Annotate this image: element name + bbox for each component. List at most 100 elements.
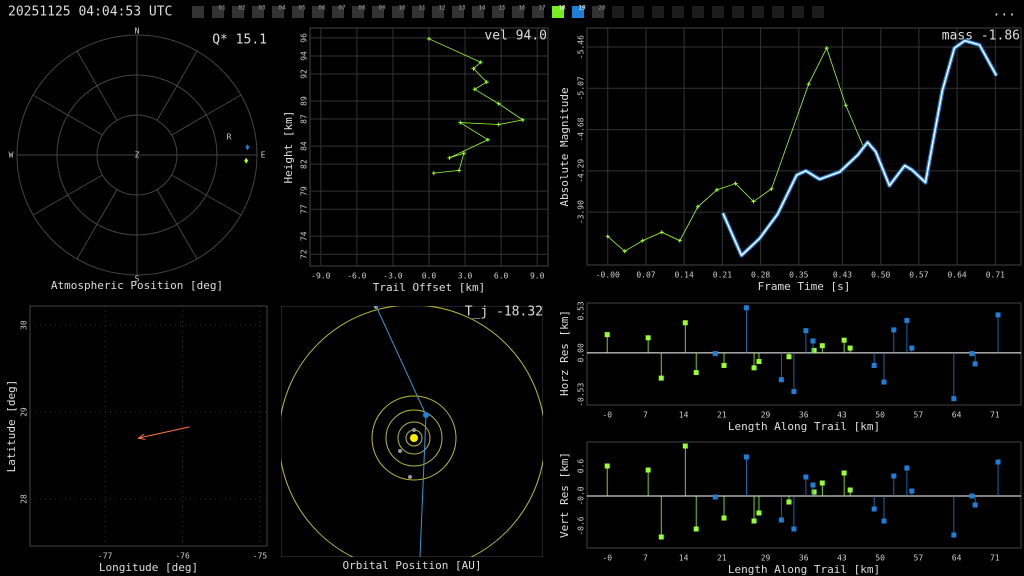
stem-marker	[756, 510, 762, 516]
y-tick-label: -4.29	[577, 159, 586, 183]
direction-arrow	[138, 426, 190, 439]
y-tick-label: 28	[20, 494, 29, 504]
x-tick-label: 6.0	[494, 272, 509, 281]
x-tick-label: 0.64	[947, 271, 966, 280]
y-tick-label: 0.53	[577, 301, 586, 320]
y-axis-title: Height [km]	[282, 111, 295, 184]
frame-box[interactable]	[412, 6, 424, 18]
frame-box[interactable]	[812, 6, 824, 18]
stem-marker	[751, 518, 757, 524]
frame-box[interactable]	[792, 6, 804, 18]
frame-label: 10	[398, 5, 406, 12]
stem-marker	[756, 359, 762, 365]
frame-box[interactable]	[372, 6, 384, 18]
frame-box[interactable]	[632, 6, 644, 18]
frame-box[interactable]	[472, 6, 484, 18]
x-tick-label: 71	[990, 554, 1000, 563]
point-marker	[478, 60, 483, 65]
stem-marker	[810, 338, 816, 344]
point-marker	[447, 155, 452, 160]
fit-line	[722, 39, 998, 257]
stem-marker	[791, 389, 797, 395]
position-point	[245, 144, 250, 151]
point-marker	[431, 171, 436, 176]
frame-box[interactable]	[272, 6, 284, 18]
orbit	[397, 421, 431, 455]
frame-box[interactable]	[452, 6, 464, 18]
frame-box[interactable]	[292, 6, 304, 18]
x-tick-label: -0	[602, 554, 612, 563]
y-tick-label: 77	[300, 204, 309, 214]
frame-box[interactable]	[512, 6, 524, 18]
stem-marker	[811, 347, 817, 353]
menu-button[interactable]: ...	[993, 5, 1016, 20]
frame-box[interactable]	[432, 6, 444, 18]
direction-label: E	[261, 151, 266, 160]
frame-box[interactable]	[332, 6, 344, 18]
frame-box[interactable]	[732, 6, 744, 18]
stem-marker	[847, 487, 853, 493]
frame-box[interactable]	[492, 6, 504, 18]
frame-box[interactable]	[552, 6, 564, 18]
x-tick-label: 71	[990, 411, 1000, 420]
y-tick-label: 72	[300, 249, 309, 259]
frame-box[interactable]	[212, 6, 224, 18]
stem-marker	[841, 470, 847, 476]
direction-label: N	[135, 27, 140, 36]
point-marker	[640, 238, 645, 243]
x-tick-label: 14	[679, 554, 689, 563]
stem-marker	[969, 493, 975, 499]
frame-label: 12	[438, 5, 446, 12]
y-tick-label: 92	[300, 69, 309, 79]
frame-box[interactable]	[752, 6, 764, 18]
point-marker	[659, 230, 664, 235]
frame-label: 15	[498, 5, 506, 12]
x-tick-label: 7	[643, 554, 648, 563]
stem-marker	[682, 320, 688, 326]
y-tick-label: 84	[300, 141, 309, 151]
stem-marker	[819, 480, 825, 486]
frame-box[interactable]	[352, 6, 364, 18]
frame-box[interactable]	[572, 6, 584, 18]
x-tick-label: 0.0	[422, 272, 437, 281]
frame-box[interactable]	[312, 6, 324, 18]
x-tick-label: 64	[952, 554, 962, 563]
point-marker	[461, 151, 466, 156]
y-axis-title: Absolute Magnitude	[558, 87, 571, 206]
orbit	[371, 395, 457, 481]
frame-box[interactable]	[592, 6, 604, 18]
x-tick-label: 50	[875, 554, 885, 563]
frame-box[interactable]	[532, 6, 544, 18]
x-tick-label: -76	[175, 552, 190, 561]
frame-box[interactable]	[392, 6, 404, 18]
frame-box[interactable]	[672, 6, 684, 18]
polar-spoke	[171, 174, 242, 216]
frame-box[interactable]	[232, 6, 244, 18]
point-marker	[457, 168, 462, 173]
marker-label: R	[227, 133, 232, 142]
polar-spoke	[156, 50, 198, 121]
frame-label: 20	[598, 5, 606, 12]
zenith-label: Z	[135, 151, 140, 160]
frame-box[interactable]	[252, 6, 264, 18]
stem-marker	[786, 354, 792, 360]
frame-box[interactable]	[772, 6, 784, 18]
stem-marker	[791, 526, 797, 532]
point-marker	[677, 238, 682, 243]
x-axis-title: Length Along Trail [km]	[728, 563, 880, 576]
x-tick-label: 0.57	[909, 271, 928, 280]
stem-marker	[645, 335, 651, 341]
frame-box[interactable]	[652, 6, 664, 18]
frame-box[interactable]	[692, 6, 704, 18]
stem-marker	[693, 370, 699, 376]
y-tick-label: 82	[300, 159, 309, 169]
point-marker	[806, 82, 811, 87]
polar-spoke	[32, 174, 103, 216]
frame-box[interactable]	[192, 6, 204, 18]
frame-box[interactable]	[612, 6, 624, 18]
y-tick-label: 79	[300, 186, 309, 196]
y-tick-label: -4.68	[577, 117, 586, 141]
frame-label: 18	[558, 5, 566, 12]
frame-box[interactable]	[712, 6, 724, 18]
